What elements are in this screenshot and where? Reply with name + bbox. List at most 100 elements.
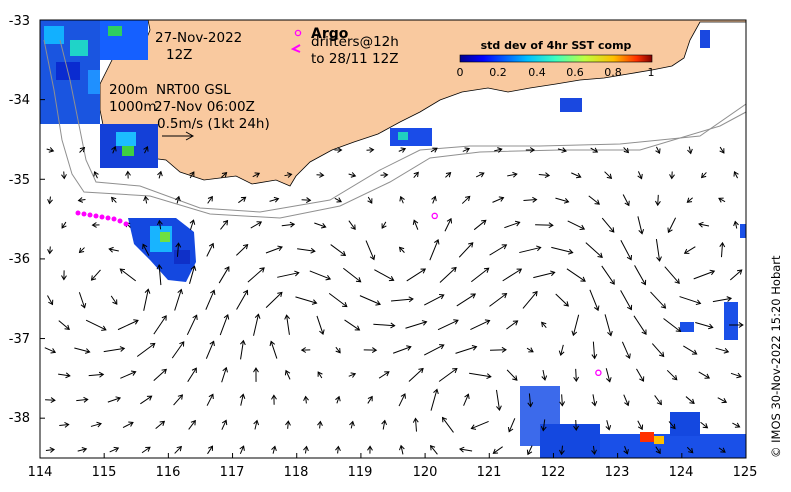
current-vector xyxy=(557,147,567,153)
current-vector xyxy=(207,445,214,455)
current-vector xyxy=(431,195,437,204)
current-vector xyxy=(317,420,323,429)
y-tick-label: -34 xyxy=(9,93,30,108)
x-tick-label: 119 xyxy=(348,465,373,480)
current-vector xyxy=(141,446,151,454)
current-vector xyxy=(541,369,548,381)
x-tick-label: 122 xyxy=(541,465,566,480)
drifters-label: drifters@12h xyxy=(311,34,399,50)
current-vector xyxy=(473,219,487,231)
current-vector xyxy=(365,240,376,261)
current-vector xyxy=(469,372,492,380)
current-vector xyxy=(429,238,440,261)
current-vector xyxy=(367,196,373,204)
current-vector xyxy=(585,242,603,258)
depth-200m-label: 200m xyxy=(109,82,148,98)
current-vector xyxy=(381,221,387,229)
current-vector xyxy=(45,397,56,403)
current-vector xyxy=(471,267,490,283)
current-vector xyxy=(683,246,696,254)
current-vector xyxy=(109,446,120,453)
current-vector xyxy=(663,318,682,333)
current-vector xyxy=(189,171,195,179)
current-vector xyxy=(140,395,153,405)
current-vector xyxy=(623,394,630,407)
current-vector xyxy=(253,313,261,336)
current-vector xyxy=(76,396,89,403)
current-vector xyxy=(399,195,405,204)
current-vector xyxy=(698,371,711,379)
current-vector xyxy=(523,196,538,203)
current-vector xyxy=(620,240,632,261)
current-vector xyxy=(668,421,676,430)
scale-label: 0.5m/s (1kt 24h) xyxy=(157,116,270,132)
current-vector xyxy=(58,372,71,379)
current-vector xyxy=(334,147,343,153)
current-vector xyxy=(733,171,739,179)
current-vector xyxy=(90,421,102,428)
current-vector xyxy=(157,170,163,179)
colorbar-gradient xyxy=(459,54,653,63)
current-vector xyxy=(718,447,726,453)
current-vector xyxy=(654,194,661,207)
current-vector xyxy=(125,170,131,179)
current-vector xyxy=(526,445,533,456)
current-vector xyxy=(732,422,741,428)
current-vector xyxy=(637,171,643,180)
x-tick-label: 116 xyxy=(156,465,181,480)
current-vector xyxy=(470,420,489,430)
current-vector xyxy=(526,347,534,353)
current-vector xyxy=(61,270,67,281)
current-vector xyxy=(412,219,419,230)
current-vector xyxy=(136,342,156,357)
current-vector xyxy=(605,420,612,431)
current-vector xyxy=(374,269,395,282)
x-tick-label: 115 xyxy=(92,465,117,480)
current-vector xyxy=(303,445,309,454)
current-vector xyxy=(316,172,325,178)
current-vector xyxy=(143,145,149,154)
current-vector xyxy=(122,421,134,429)
current-vector xyxy=(297,247,316,254)
current-vector xyxy=(348,220,356,231)
colorbar-tick: 1 xyxy=(648,66,655,79)
current-vector xyxy=(541,321,547,328)
y-tick-label: -37 xyxy=(9,332,30,347)
current-vector xyxy=(636,368,645,382)
current-vector xyxy=(265,291,283,309)
current-vector xyxy=(373,322,396,329)
current-vector xyxy=(335,346,341,354)
current-vector xyxy=(108,246,119,253)
current-vector xyxy=(271,394,277,405)
current-vector xyxy=(269,196,280,203)
current-vector xyxy=(316,315,325,335)
current-vector xyxy=(733,220,739,229)
current-vector xyxy=(588,195,600,205)
current-vector xyxy=(117,319,139,331)
current-vector xyxy=(74,347,91,354)
current-vector xyxy=(423,344,445,356)
current-vector xyxy=(527,393,534,408)
y-tick-label: -36 xyxy=(9,252,30,267)
current-vector xyxy=(462,147,471,153)
current-vector xyxy=(271,445,277,454)
current-vector xyxy=(59,421,70,428)
current-vector xyxy=(334,197,343,203)
current-vector xyxy=(573,368,580,383)
current-vector xyxy=(317,371,323,379)
current-vector xyxy=(153,368,167,382)
current-vector xyxy=(78,292,87,309)
current-vector xyxy=(143,195,149,204)
current-vector xyxy=(391,296,414,303)
current-vector xyxy=(348,372,357,378)
sst-data-patches xyxy=(40,20,746,458)
current-vector xyxy=(58,320,70,331)
current-vector xyxy=(424,294,445,306)
current-vector xyxy=(669,171,675,180)
current-vector xyxy=(461,195,471,204)
current-vector xyxy=(344,319,361,331)
current-vector xyxy=(525,147,536,153)
current-vector xyxy=(567,220,586,231)
current-vector xyxy=(502,268,523,282)
current-vector xyxy=(506,320,519,330)
